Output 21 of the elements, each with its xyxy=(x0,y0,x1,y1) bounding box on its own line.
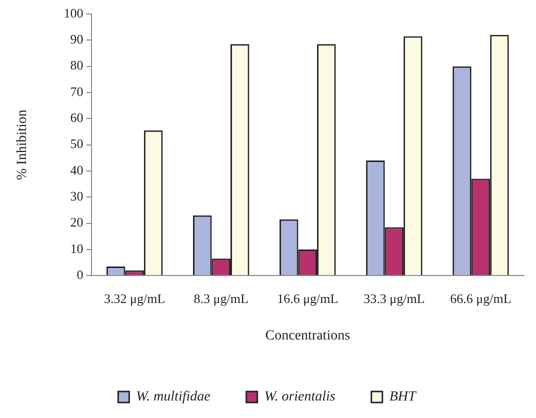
x-tick-label: 66.6 μg/mL xyxy=(450,290,512,306)
y-tick-label: 30 xyxy=(70,188,84,204)
y-tick-label: 20 xyxy=(70,214,84,230)
y-tick-label: 90 xyxy=(70,32,84,47)
x-tick-label: 3.32 μg/mL xyxy=(104,290,166,306)
y-tick-label: 100 xyxy=(64,5,84,20)
y-tick-label: 60 xyxy=(70,110,84,126)
legend-label: W. multifidae xyxy=(136,390,210,405)
x-tick-label: 8.3 μg/mL xyxy=(194,290,248,306)
x-tick-label: 33.3 μg/mL xyxy=(364,290,425,306)
legend-label: W. orientalis xyxy=(264,390,336,405)
x-axis-title: Concentrations xyxy=(265,328,350,344)
y-tick-label: 40 xyxy=(70,162,84,178)
y-tick-label: 50 xyxy=(70,136,84,152)
y-tick-label: 80 xyxy=(70,58,84,73)
x-tick-label: 16.6 μg/mL xyxy=(277,290,338,306)
legend-label: BHT xyxy=(389,390,418,405)
y-axis-title: % Inhibition xyxy=(15,110,30,180)
y-tick-label: 70 xyxy=(70,84,84,99)
y-tick-label: 0 xyxy=(76,267,84,282)
y-tick-label: 10 xyxy=(70,240,84,256)
